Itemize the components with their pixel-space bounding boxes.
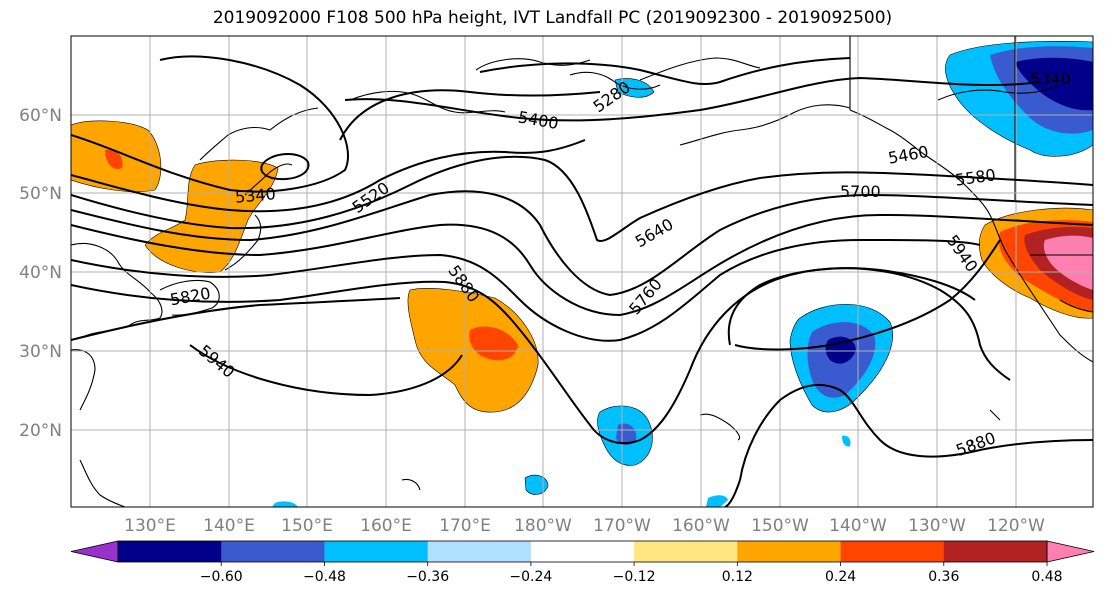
lon-label: 130°E <box>124 516 176 536</box>
gridlines <box>71 36 1093 507</box>
colorbar-tick-label: 0.36 <box>928 569 959 585</box>
contour-label: 5700 <box>840 182 881 201</box>
lat-label: 30°N <box>19 342 62 362</box>
colorbar-tick-label: −0.36 <box>406 569 449 585</box>
lon-label: 180°W <box>514 516 572 536</box>
lat-label: 50°N <box>19 184 62 204</box>
lon-label: 140°E <box>203 516 255 536</box>
colorbar-tick-label: −0.48 <box>303 569 346 585</box>
colorbar-extend-min <box>70 540 119 563</box>
colorbar-segment <box>634 541 738 562</box>
colorbar-tick-label: −0.60 <box>200 569 243 585</box>
lat-label: 60°N <box>19 106 62 126</box>
colorbar-tick-label: 0.48 <box>1031 569 1062 585</box>
contour-label: 5340 <box>234 184 276 206</box>
colorbar-segment <box>840 541 945 562</box>
colorbar-segment <box>118 541 222 562</box>
lon-label: 120°W <box>987 516 1045 536</box>
lon-label: 170°W <box>593 516 651 536</box>
lon-label: 140°W <box>829 516 887 536</box>
lon-label: 160°W <box>672 516 730 536</box>
ivt-shading-positive <box>71 120 1093 413</box>
lat-label: 40°N <box>19 263 62 283</box>
colorbar-extend-max <box>1046 540 1095 563</box>
colorbar-segment <box>324 541 429 562</box>
lon-label: 130°W <box>908 516 966 536</box>
map-frame <box>70 35 1094 508</box>
colorbar-tick-label: −0.12 <box>613 569 656 585</box>
colorbar-segment <box>943 541 1048 562</box>
colorbar-segment <box>737 541 842 562</box>
lon-label: 170°E <box>439 516 491 536</box>
longitude-labels: 130°E 140°E 150°E 160°E 170°E 180°W 170°… <box>124 516 1045 536</box>
map-panel: 5280 5400 5340 5520 5460 5580 5700 5640 … <box>71 36 1093 507</box>
contour-label: 5340 <box>1030 69 1071 88</box>
colorbar-tick-label: 0.12 <box>722 569 753 585</box>
colorbar: −0.60 −0.48 −0.36 −0.24 −0.12 0.12 0.24 0.36 0.4… <box>70 540 1095 585</box>
lon-label: 160°E <box>360 516 412 536</box>
colorbar-segment <box>221 541 325 562</box>
map-title: 2019092000 F108 500 hPa height, IVT Land… <box>212 8 893 28</box>
colorbar-segment <box>530 541 635 562</box>
lon-label: 150°W <box>751 516 809 536</box>
lat-label: 20°N <box>19 421 62 441</box>
colorbar-tick-label: −0.24 <box>509 569 552 585</box>
latitude-labels: 60°N 50°N 40°N 30°N 20°N <box>19 106 62 441</box>
colorbar-frame <box>117 540 1048 563</box>
colorbar-segment <box>427 541 532 562</box>
height-contours <box>71 55 1093 507</box>
lon-label: 150°E <box>281 516 333 536</box>
colorbar-tick-label: 0.24 <box>825 569 856 585</box>
